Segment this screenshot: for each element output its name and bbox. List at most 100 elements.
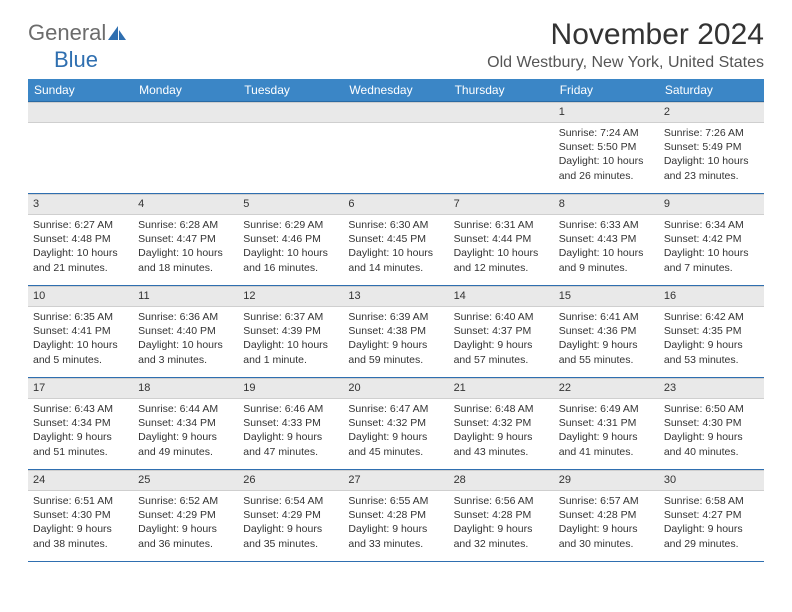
sunrise-text: Sunrise: 6:33 AM (559, 218, 654, 232)
page-header: General Blue November 2024 Old Westbury,… (28, 18, 764, 73)
calendar-cell: 20Sunrise: 6:47 AMSunset: 4:32 PMDayligh… (343, 378, 448, 470)
daylight-text: Daylight: 10 hours and 26 minutes. (559, 154, 654, 182)
daylight-text: Daylight: 9 hours and 40 minutes. (664, 430, 759, 458)
col-monday: Monday (133, 79, 238, 102)
daylight-text: Daylight: 10 hours and 16 minutes. (243, 246, 338, 274)
sunrise-text: Sunrise: 7:24 AM (559, 126, 654, 140)
daylight-text: Daylight: 10 hours and 5 minutes. (33, 338, 128, 366)
calendar-cell: 15Sunrise: 6:41 AMSunset: 4:36 PMDayligh… (554, 286, 659, 378)
day-body: Sunrise: 6:33 AMSunset: 4:43 PMDaylight:… (554, 215, 659, 279)
calendar-cell (343, 102, 448, 194)
daylight-text: Daylight: 9 hours and 49 minutes. (138, 430, 233, 458)
day-body (133, 123, 238, 130)
day-body: Sunrise: 6:46 AMSunset: 4:33 PMDaylight:… (238, 399, 343, 463)
daylight-text: Daylight: 9 hours and 29 minutes. (664, 522, 759, 550)
calendar-cell: 18Sunrise: 6:44 AMSunset: 4:34 PMDayligh… (133, 378, 238, 470)
sunset-text: Sunset: 5:49 PM (664, 140, 759, 154)
calendar-cell: 10Sunrise: 6:35 AMSunset: 4:41 PMDayligh… (28, 286, 133, 378)
sunset-text: Sunset: 4:36 PM (559, 324, 654, 338)
day-body: Sunrise: 6:30 AMSunset: 4:45 PMDaylight:… (343, 215, 448, 279)
calendar-cell: 16Sunrise: 6:42 AMSunset: 4:35 PMDayligh… (659, 286, 764, 378)
col-sunday: Sunday (28, 79, 133, 102)
calendar-cell (238, 102, 343, 194)
sunset-text: Sunset: 4:30 PM (664, 416, 759, 430)
calendar-cell: 9Sunrise: 6:34 AMSunset: 4:42 PMDaylight… (659, 194, 764, 286)
day-number: 19 (238, 378, 343, 399)
calendar-cell: 1Sunrise: 7:24 AMSunset: 5:50 PMDaylight… (554, 102, 659, 194)
day-body: Sunrise: 6:51 AMSunset: 4:30 PMDaylight:… (28, 491, 133, 555)
calendar-cell (28, 102, 133, 194)
day-number: 8 (554, 194, 659, 215)
sunset-text: Sunset: 4:37 PM (454, 324, 549, 338)
day-number: 16 (659, 286, 764, 307)
day-body: Sunrise: 6:57 AMSunset: 4:28 PMDaylight:… (554, 491, 659, 555)
day-number: 17 (28, 378, 133, 399)
calendar-cell: 24Sunrise: 6:51 AMSunset: 4:30 PMDayligh… (28, 470, 133, 562)
sunrise-text: Sunrise: 6:43 AM (33, 402, 128, 416)
sunset-text: Sunset: 4:28 PM (348, 508, 443, 522)
daylight-text: Daylight: 9 hours and 43 minutes. (454, 430, 549, 458)
day-body: Sunrise: 6:42 AMSunset: 4:35 PMDaylight:… (659, 307, 764, 371)
sunrise-text: Sunrise: 6:41 AM (559, 310, 654, 324)
calendar-cell: 12Sunrise: 6:37 AMSunset: 4:39 PMDayligh… (238, 286, 343, 378)
sunset-text: Sunset: 4:34 PM (33, 416, 128, 430)
day-body: Sunrise: 6:58 AMSunset: 4:27 PMDaylight:… (659, 491, 764, 555)
sunset-text: Sunset: 4:48 PM (33, 232, 128, 246)
daylight-text: Daylight: 9 hours and 41 minutes. (559, 430, 654, 458)
day-number: 5 (238, 194, 343, 215)
daylight-text: Daylight: 10 hours and 7 minutes. (664, 246, 759, 274)
sunrise-text: Sunrise: 6:37 AM (243, 310, 338, 324)
sunrise-text: Sunrise: 6:36 AM (138, 310, 233, 324)
calendar-week: 1Sunrise: 7:24 AMSunset: 5:50 PMDaylight… (28, 102, 764, 194)
sunrise-text: Sunrise: 6:55 AM (348, 494, 443, 508)
day-number: 7 (449, 194, 554, 215)
sunrise-text: Sunrise: 6:54 AM (243, 494, 338, 508)
calendar-cell: 8Sunrise: 6:33 AMSunset: 4:43 PMDaylight… (554, 194, 659, 286)
calendar-cell: 17Sunrise: 6:43 AMSunset: 4:34 PMDayligh… (28, 378, 133, 470)
day-number: 18 (133, 378, 238, 399)
day-number: 1 (554, 102, 659, 123)
calendar-body: 1Sunrise: 7:24 AMSunset: 5:50 PMDaylight… (28, 102, 764, 562)
sunset-text: Sunset: 4:32 PM (348, 416, 443, 430)
col-wednesday: Wednesday (343, 79, 448, 102)
daylight-text: Daylight: 10 hours and 14 minutes. (348, 246, 443, 274)
calendar-cell: 27Sunrise: 6:55 AMSunset: 4:28 PMDayligh… (343, 470, 448, 562)
calendar-cell: 13Sunrise: 6:39 AMSunset: 4:38 PMDayligh… (343, 286, 448, 378)
day-body: Sunrise: 7:24 AMSunset: 5:50 PMDaylight:… (554, 123, 659, 187)
brand-sail-icon (106, 24, 128, 47)
sunrise-text: Sunrise: 6:30 AM (348, 218, 443, 232)
calendar-cell: 28Sunrise: 6:56 AMSunset: 4:28 PMDayligh… (449, 470, 554, 562)
calendar-week: 24Sunrise: 6:51 AMSunset: 4:30 PMDayligh… (28, 470, 764, 562)
sunset-text: Sunset: 4:40 PM (138, 324, 233, 338)
sunset-text: Sunset: 4:31 PM (559, 416, 654, 430)
day-body: Sunrise: 6:43 AMSunset: 4:34 PMDaylight:… (28, 399, 133, 463)
sunrise-text: Sunrise: 6:58 AM (664, 494, 759, 508)
sunset-text: Sunset: 4:32 PM (454, 416, 549, 430)
sunrise-text: Sunrise: 6:48 AM (454, 402, 549, 416)
daylight-text: Daylight: 9 hours and 32 minutes. (454, 522, 549, 550)
daylight-text: Daylight: 10 hours and 23 minutes. (664, 154, 759, 182)
day-number: 26 (238, 470, 343, 491)
daylight-text: Daylight: 10 hours and 12 minutes. (454, 246, 549, 274)
sunset-text: Sunset: 4:29 PM (243, 508, 338, 522)
day-body: Sunrise: 6:39 AMSunset: 4:38 PMDaylight:… (343, 307, 448, 371)
sunrise-text: Sunrise: 6:40 AM (454, 310, 549, 324)
calendar-week: 3Sunrise: 6:27 AMSunset: 4:48 PMDaylight… (28, 194, 764, 286)
day-body: Sunrise: 6:56 AMSunset: 4:28 PMDaylight:… (449, 491, 554, 555)
day-body: Sunrise: 6:37 AMSunset: 4:39 PMDaylight:… (238, 307, 343, 371)
day-number: 24 (28, 470, 133, 491)
sunset-text: Sunset: 4:35 PM (664, 324, 759, 338)
sunset-text: Sunset: 4:46 PM (243, 232, 338, 246)
calendar-cell: 26Sunrise: 6:54 AMSunset: 4:29 PMDayligh… (238, 470, 343, 562)
daylight-text: Daylight: 10 hours and 9 minutes. (559, 246, 654, 274)
title-block: November 2024 Old Westbury, New York, Un… (487, 18, 764, 72)
col-thursday: Thursday (449, 79, 554, 102)
sunrise-text: Sunrise: 6:29 AM (243, 218, 338, 232)
day-number: 28 (449, 470, 554, 491)
sunset-text: Sunset: 4:28 PM (454, 508, 549, 522)
day-body: Sunrise: 6:52 AMSunset: 4:29 PMDaylight:… (133, 491, 238, 555)
day-number: 23 (659, 378, 764, 399)
col-tuesday: Tuesday (238, 79, 343, 102)
col-saturday: Saturday (659, 79, 764, 102)
calendar-cell: 6Sunrise: 6:30 AMSunset: 4:45 PMDaylight… (343, 194, 448, 286)
